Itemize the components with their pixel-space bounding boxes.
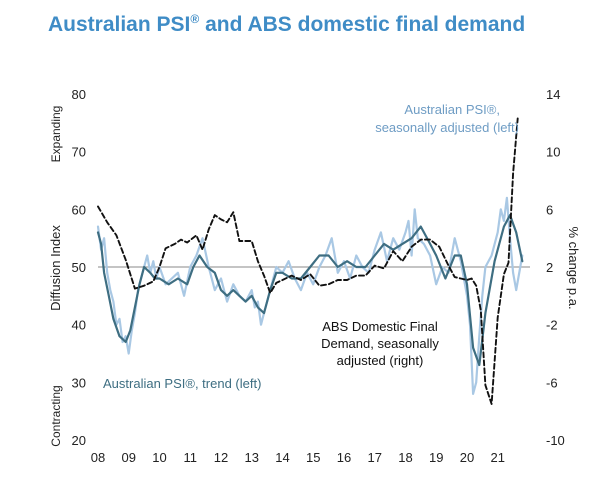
x-tick-label: 12 [214,450,228,465]
series-line-psi-sa [96,196,524,395]
x-tick-label: 08 [91,450,105,465]
x-tick-label: 20 [460,450,474,465]
x-tick-label: 10 [152,450,166,465]
x-tick-label: 14 [275,450,289,465]
title-main: Australian PSI [48,13,191,36]
y-left-tick-label: 30 [72,375,86,390]
axis-layer: 20 30 40 50 60 70 80 -10 -6 -2 2 6 10 14 08 09 10 11 12 13 1… [72,87,565,465]
psi-trend-annotation: Australian PSI®, trend (left) [103,376,261,391]
x-tick-label: 17 [367,450,381,465]
y-right-tick-label: 6 [546,202,553,217]
psi-sa-annotation-line1: Australian PSI®, [404,102,500,117]
abs-annotation-line3: adjusted (right) [337,353,424,368]
x-tick-label: 19 [429,450,443,465]
x-tick-label: 18 [398,450,412,465]
y-left-tick-label: 40 [72,318,86,333]
x-tick-label: 21 [490,450,504,465]
abs-annotation-line1: ABS Domestic Final [322,319,438,334]
abs-annotation-line2: Demand, seasonally [321,336,439,351]
series-layer [96,117,524,405]
y-right-tick-label: -10 [546,433,565,448]
x-tick-label: 13 [245,450,259,465]
title-rest: and ABS domestic final demand [199,13,526,36]
x-tick-label: 16 [337,450,351,465]
y-right-tick-label: 14 [546,87,560,102]
y-left-tick-label: 60 [72,202,86,217]
series-line-abs [97,117,519,405]
contracting-label: Contracting [49,385,63,446]
psi-sa-annotation-line2: seasonally adjusted (left) [375,120,519,135]
y-axis-left-label: Diffusion Index [48,225,63,311]
title-registered-mark: ® [190,12,200,26]
y-left-tick-label: 50 [72,260,86,275]
y-right-tick-label: -6 [546,375,558,390]
y-left-tick-label: 20 [72,433,86,448]
y-right-tick-label: 2 [546,260,553,275]
expanding-label: Expanding [49,106,63,163]
y-left-tick-label: 70 [72,145,86,160]
y-left-tick-label: 80 [72,87,86,102]
y-axis-right-label: % change p.a. [566,226,581,309]
x-tick-label: 11 [183,450,197,465]
x-tick-label: 09 [122,450,136,465]
x-tick-label: 15 [306,450,320,465]
y-right-tick-label: 10 [546,145,560,160]
series-line-psi-trend [96,214,524,367]
chart-title: Australian PSI® and ABS domestic final d… [48,12,525,37]
y-right-tick-label: -2 [546,318,558,333]
